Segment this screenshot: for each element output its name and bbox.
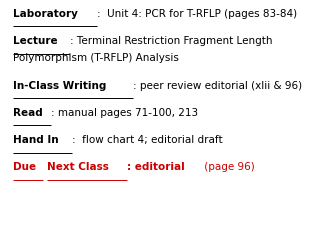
Text: :  flow chart 4; editorial draft: : flow chart 4; editorial draft bbox=[72, 135, 222, 145]
Text: : manual pages 71-100, 213: : manual pages 71-100, 213 bbox=[51, 108, 198, 118]
Text: : peer review editorial (xlii & 96): : peer review editorial (xlii & 96) bbox=[133, 81, 302, 91]
Text: Lecture: Lecture bbox=[13, 36, 57, 46]
Text: Polymorphism (T-RFLP) Analysis: Polymorphism (T-RFLP) Analysis bbox=[13, 54, 179, 63]
Text: : editorial: : editorial bbox=[127, 162, 184, 172]
Text: Next Class: Next Class bbox=[47, 162, 109, 172]
Text: Read: Read bbox=[13, 108, 43, 118]
Text: : Terminal Restriction Fragment Length: : Terminal Restriction Fragment Length bbox=[70, 36, 273, 46]
Text: (page 96): (page 96) bbox=[201, 162, 255, 172]
Text: Laboratory: Laboratory bbox=[13, 9, 78, 19]
Text: Due: Due bbox=[13, 162, 36, 172]
Text: In-Class Writing: In-Class Writing bbox=[13, 81, 106, 91]
Text: :  Unit 4: PCR for T-RFLP (pages 83-84): : Unit 4: PCR for T-RFLP (pages 83-84) bbox=[97, 9, 297, 19]
Text: Hand In: Hand In bbox=[13, 135, 59, 145]
